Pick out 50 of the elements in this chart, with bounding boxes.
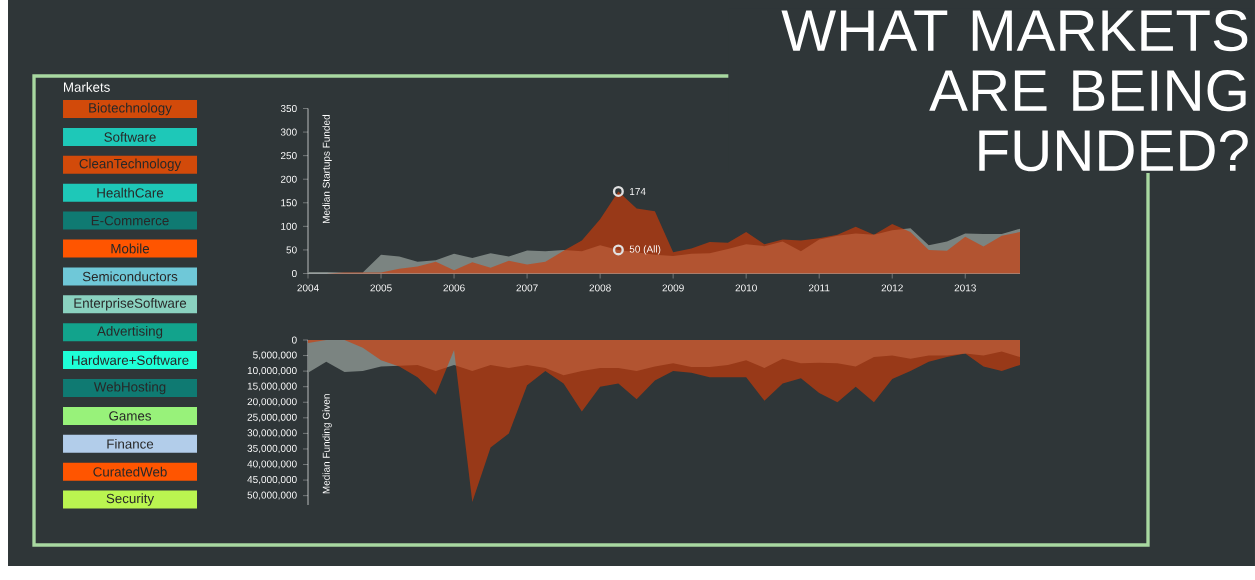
x-tick-label: 2006 (443, 284, 465, 292)
x-tick-label: 2011 (808, 284, 830, 292)
y-tick-label: 350 (280, 104, 297, 113)
category-label: Security (106, 493, 155, 506)
y-axis-title: Median Startups Funded (322, 115, 332, 224)
category-label: CleanTechnology (79, 158, 182, 172)
category-label: HealthCare (97, 187, 164, 198)
x-tick-label: 2004 (297, 284, 319, 292)
y-tick-label: 30,000,000 (247, 429, 297, 438)
x-tick-label: 2007 (516, 284, 538, 292)
annotation: 174 (630, 188, 646, 195)
annotation: 50 (All) (629, 245, 661, 255)
y-axis-title: Median Funding Given (322, 394, 332, 494)
y-tick-label: 40,000,000 (247, 460, 297, 469)
category-label: Games (109, 411, 152, 421)
y-tick-label: 15,000,000 (247, 382, 297, 391)
x-tick-label: 2009 (662, 284, 684, 292)
y-tick-label: 5,000,000 (253, 351, 297, 360)
y-tick-label: 0 (291, 269, 297, 278)
category-label: Biotechnology (89, 102, 172, 116)
category-label: Hardware+Software (72, 355, 189, 365)
y-tick-label: 50 (286, 246, 297, 254)
y-tick-label: 150 (281, 199, 297, 207)
category-label: CuratedWeb (93, 466, 167, 477)
x-tick-label: 2012 (881, 284, 903, 292)
category-label: Semiconductors (82, 271, 178, 282)
x-tick-label: 2013 (954, 284, 976, 292)
y-tick-label: 45,000,000 (247, 475, 297, 485)
y-tick-label: 35,000,000 (247, 444, 297, 454)
y-tick-label: 10,000,000 (247, 367, 297, 376)
y-tick-label: 0 (291, 336, 297, 344)
x-tick-label: 2010 (735, 284, 757, 292)
y-tick-label: 250 (280, 152, 297, 160)
x-tick-label: 2005 (370, 284, 392, 292)
category-label: Finance (107, 438, 154, 449)
category-label: WebHosting (93, 381, 166, 395)
x-tick-label: 2008 (589, 284, 611, 292)
legend-title: Markets (64, 82, 110, 92)
y-tick-label: 25,000,000 (247, 413, 297, 422)
category-label: E-Commerce (91, 215, 169, 226)
y-tick-label: 200 (280, 175, 297, 183)
y-tick-label: 100 (281, 222, 297, 230)
category-label: EnterpriseSoftware (74, 298, 187, 311)
y-tick-label: 300 (280, 128, 297, 136)
y-tick-label: 50,000,000 (247, 491, 297, 500)
category-label: Advertising (97, 325, 163, 339)
category-label: Software (104, 132, 156, 142)
category-label: Mobile (111, 243, 150, 254)
y-tick-label: 20,000,000 (247, 398, 297, 407)
chart-title: WHAT MARKETS ARE BEING FUNDED? (781, 10, 1248, 172)
